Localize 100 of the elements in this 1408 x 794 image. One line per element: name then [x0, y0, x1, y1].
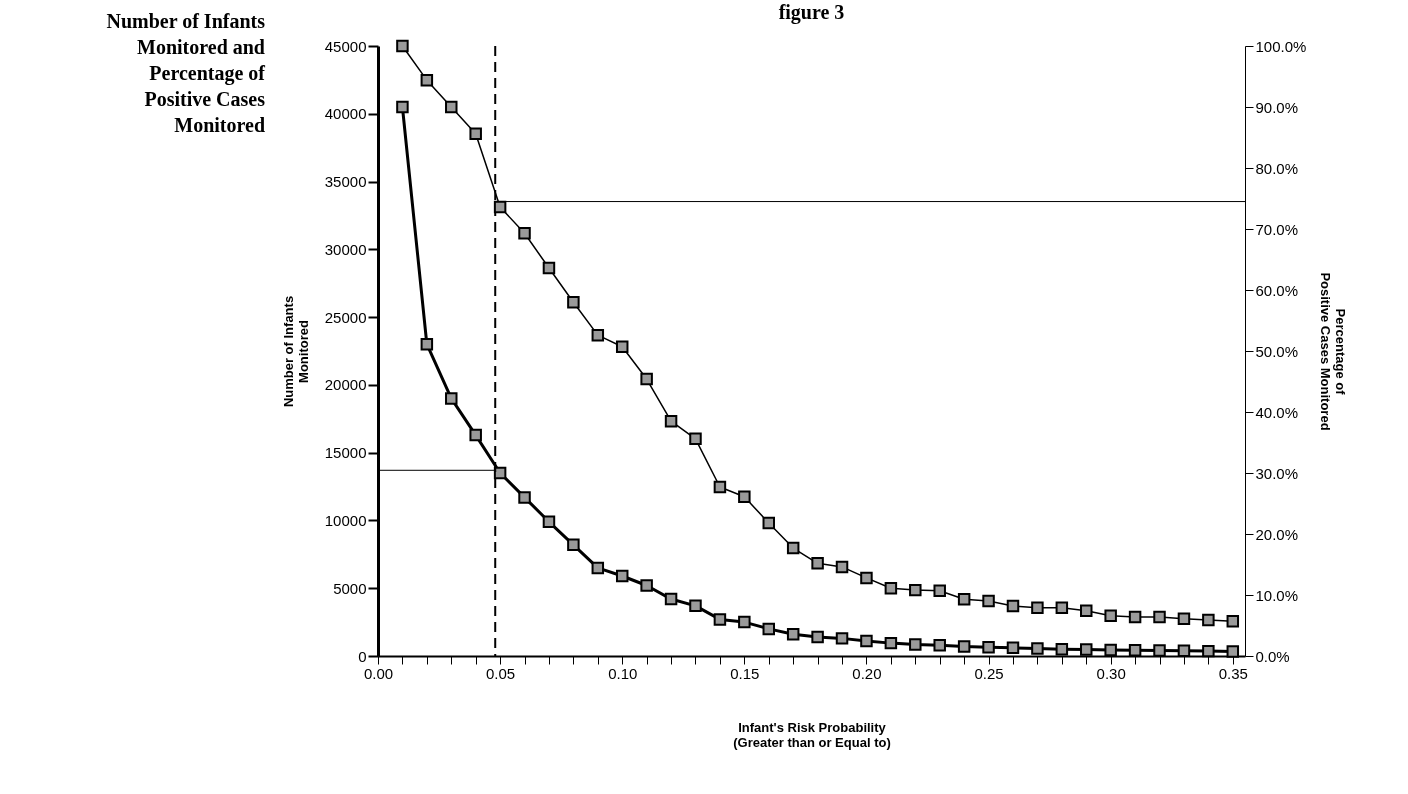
y2-tick-label: 30.0%	[1255, 464, 1299, 482]
y-tick-label: 25000	[324, 308, 367, 326]
point	[1006, 599, 1020, 613]
y-tick-label: 30000	[324, 240, 367, 258]
x-tick-label: 0.30	[1096, 664, 1126, 682]
point	[1128, 644, 1142, 657]
point	[396, 100, 409, 114]
y-tick-label: 15000	[324, 444, 367, 462]
point	[1104, 609, 1117, 622]
point	[811, 630, 824, 644]
point	[689, 432, 702, 446]
point	[469, 428, 482, 442]
y-tick-label: 45000	[324, 37, 367, 55]
point	[1080, 643, 1093, 656]
point	[1153, 644, 1166, 657]
y-tick-label: 20000	[324, 376, 367, 394]
point	[738, 615, 751, 629]
point	[1177, 612, 1191, 626]
x-tick-label: 0.25	[974, 664, 1004, 682]
point	[518, 227, 531, 240]
point	[786, 541, 800, 555]
point	[420, 337, 434, 351]
point	[640, 579, 653, 592]
point	[1226, 614, 1240, 628]
point	[713, 480, 727, 494]
x-tick-label: 0.20	[852, 664, 882, 682]
point	[786, 628, 800, 641]
point	[1055, 601, 1069, 615]
y-tick-label: 10000	[324, 511, 367, 529]
point	[1202, 644, 1215, 658]
x-axis-title: Infant's Risk Probability (Greater than or Equal to)	[733, 719, 891, 750]
point	[957, 640, 971, 653]
y-axis-title: Number of Infants Monitored	[280, 295, 311, 408]
text: Number of Infants Monitored and Percentage of Positive Cases Monitored	[105, 9, 265, 138]
point	[762, 516, 775, 530]
y2-tick-label: 80.0%	[1255, 159, 1299, 177]
point	[933, 584, 946, 597]
x-tick-label: 0.10	[608, 664, 638, 682]
point	[518, 491, 531, 504]
point	[567, 295, 580, 309]
point	[664, 592, 678, 606]
point	[567, 538, 580, 552]
y2-tick-label: 20.0%	[1255, 525, 1299, 543]
point	[664, 414, 678, 428]
y2-tick-label: 90.0%	[1255, 98, 1299, 116]
y2-tick-label: 40.0%	[1255, 403, 1299, 421]
point	[591, 561, 605, 575]
point	[982, 640, 995, 654]
y2-tick-label: 60.0%	[1255, 281, 1299, 299]
point	[835, 632, 849, 645]
point	[1202, 613, 1215, 627]
y-tick-label: 35000	[324, 173, 367, 191]
y2-tick-label: 10.0%	[1255, 586, 1299, 604]
point	[1055, 642, 1069, 656]
x-tick-label: 0.15	[730, 664, 760, 682]
point	[860, 634, 873, 648]
point	[933, 638, 946, 652]
y-tick-label: 5000	[333, 579, 367, 597]
point	[689, 599, 702, 613]
point	[640, 372, 653, 386]
point	[738, 490, 751, 504]
point	[909, 638, 922, 651]
point	[1080, 604, 1093, 618]
y-tick-label: 40000	[324, 105, 367, 123]
point	[615, 340, 629, 353]
x-tick-label: 0.05	[486, 664, 516, 682]
point	[591, 328, 605, 342]
point	[445, 100, 458, 114]
point	[835, 560, 849, 574]
y2-tick-label: 70.0%	[1255, 220, 1299, 238]
point	[1031, 642, 1044, 655]
point	[909, 583, 922, 597]
point	[957, 593, 971, 606]
point	[1006, 641, 1020, 655]
point	[884, 582, 898, 595]
x-tick-label: 0.35	[1218, 664, 1248, 682]
x-tick-label: 0.00	[363, 664, 394, 682]
point	[469, 127, 482, 141]
point	[1031, 601, 1044, 615]
point	[1104, 643, 1117, 657]
point	[762, 622, 775, 636]
point	[445, 392, 458, 405]
point	[982, 594, 995, 608]
y2-axis-title: Percentage of Positive Cases Monitored	[1318, 272, 1349, 431]
point	[420, 73, 434, 87]
point	[615, 569, 629, 583]
point	[1153, 610, 1166, 624]
point	[811, 557, 824, 570]
point	[713, 613, 727, 626]
point	[860, 571, 873, 585]
point	[1177, 644, 1191, 658]
point	[396, 39, 409, 53]
y2-tick-label: 0.0%	[1255, 647, 1290, 665]
point	[1226, 645, 1240, 658]
point	[1128, 610, 1142, 624]
y2-tick-label: 100.0%	[1255, 37, 1307, 55]
chart-title: figure 3	[778, 0, 845, 24]
y2-tick-label: 50.0%	[1255, 342, 1299, 360]
point	[884, 636, 898, 650]
y-tick-label: 0	[358, 647, 367, 665]
